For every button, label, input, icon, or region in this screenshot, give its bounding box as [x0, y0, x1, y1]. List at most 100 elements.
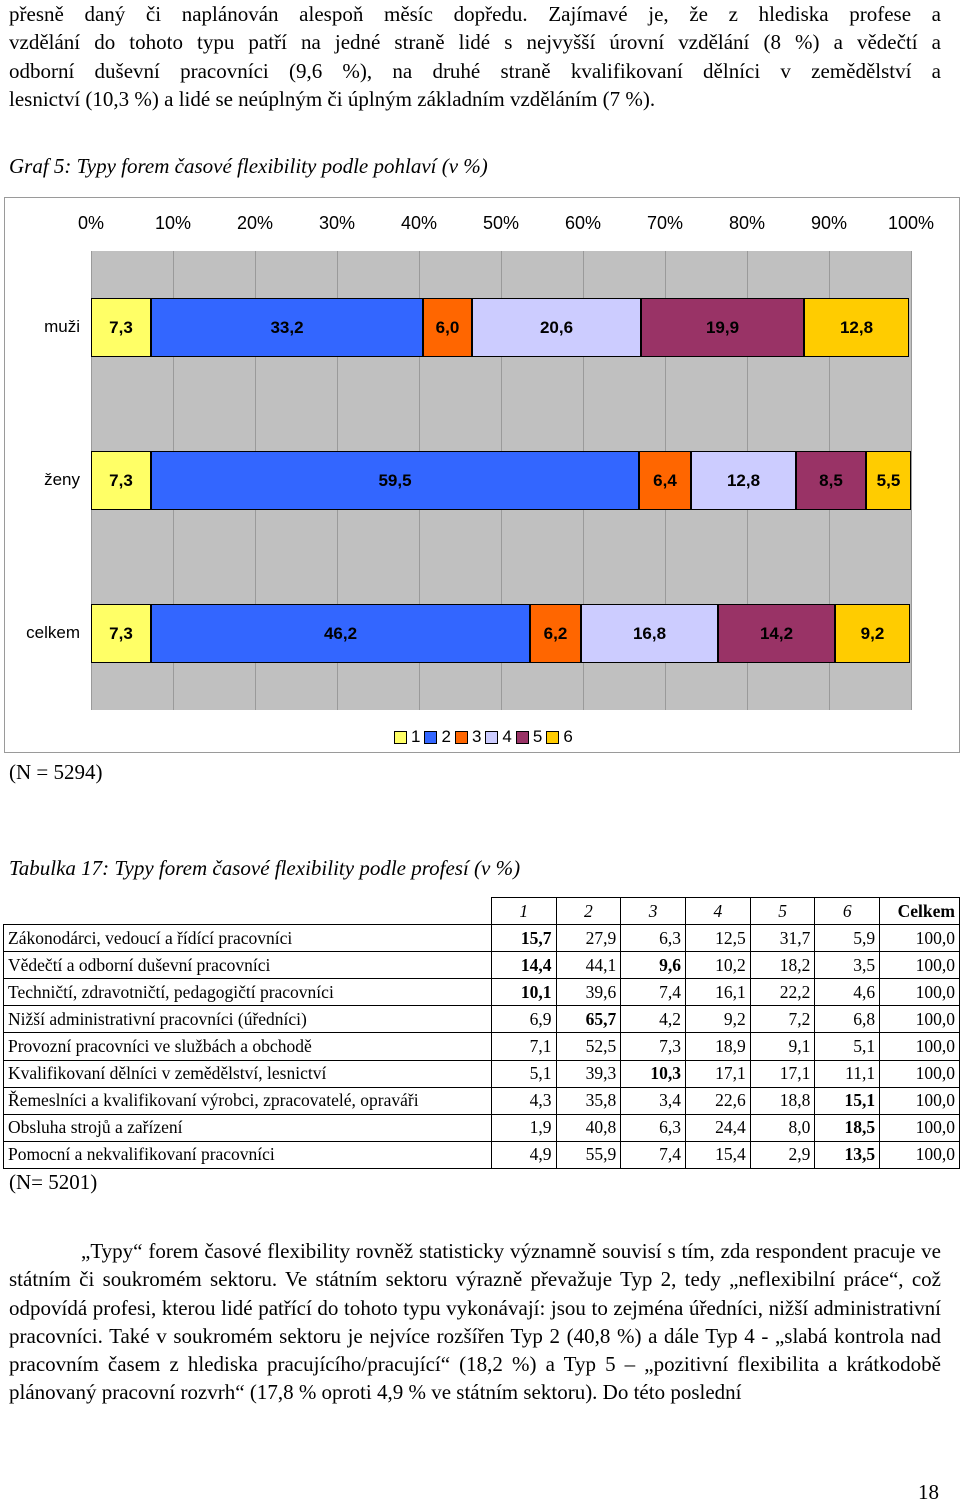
legend-item: 4	[485, 727, 512, 747]
table-cell: 17,1	[684, 1059, 751, 1088]
legend-item: 2	[424, 727, 451, 747]
table-row: Nižší administrativní pracovníci (úřední…	[3, 1005, 960, 1034]
intro-line: lesnictví (10,3 %) a lidé se neúplným či…	[9, 86, 656, 111]
bar-segment: 7,3	[91, 298, 151, 357]
table-cell: 6,9	[490, 1005, 557, 1034]
bar-segment: 14,2	[718, 604, 835, 663]
x-tick-label: 90%	[810, 213, 848, 233]
table-cell-total: 100,0	[879, 1140, 960, 1169]
bar-data-label: 5,5	[876, 470, 901, 490]
x-tick-label: 20%	[236, 213, 274, 233]
bar-segment: 46,2	[151, 604, 530, 663]
table-cell: 3,5	[814, 951, 881, 980]
table-cell: 4,3	[490, 1086, 557, 1115]
table-note: (N= 5201)	[9, 1170, 98, 1194]
legend-label: 4	[502, 727, 512, 746]
table-row: Vědečtí a odborní duševní pracovníci 14,4…	[3, 951, 960, 980]
bar-segment: 6,0	[423, 298, 472, 357]
table-header: 2	[555, 896, 622, 926]
x-tick-label: 40%	[400, 213, 438, 233]
table-cell: 24,4	[684, 1113, 751, 1142]
bar-segment: 7,3	[91, 451, 151, 510]
table-cell: 16,1	[684, 978, 751, 1007]
table-cell-total: 100,0	[879, 1086, 960, 1115]
bar-data-label: 7,3	[109, 470, 133, 490]
legend-swatch	[515, 730, 529, 744]
bar-segment: 33,2	[151, 298, 423, 357]
legend-swatch	[454, 730, 468, 744]
table-cell-total: 100,0	[879, 951, 960, 980]
legend-item: 3	[454, 727, 482, 747]
bar-data-label: 12,8	[726, 470, 761, 490]
table-header: 3	[620, 896, 686, 926]
closing-paragraph: „Typy“ forem časové flexibility rovněž s…	[9, 1237, 941, 1407]
category-label: celkem	[26, 623, 80, 642]
table-cell: 4,9	[490, 1140, 557, 1169]
bar-data-label: 59,5	[378, 470, 412, 490]
bar-segment: 19,9	[641, 298, 804, 357]
bar-segment: 5,5	[866, 451, 911, 510]
table-row: Kvalifikovaní dělníci v zemědělství, les…	[3, 1059, 960, 1088]
table-cell: 39,3	[555, 1059, 622, 1088]
table-row: Provozní pracovníci ve službách a obchod…	[3, 1032, 960, 1061]
table-cell: 6,3	[620, 1113, 686, 1142]
table-cell: 31,7	[749, 924, 816, 953]
bar-segment: 9,2	[835, 604, 910, 663]
table-cell: 14,4	[490, 951, 557, 980]
table-cell: 65,7	[555, 1005, 622, 1034]
table-cell: 5,9	[814, 924, 881, 953]
table-row: Obsluha strojů a zařízení 1,9 40,8 6,3 24,4 8…	[3, 1113, 960, 1142]
bar-data-label: 19,9	[705, 317, 740, 337]
bar-data-label: 14,2	[759, 623, 794, 643]
intro-line: přesně daný či naplánován alespoň měsíc …	[9, 2, 941, 26]
bar-segment: 12,8	[691, 451, 796, 510]
table-row-label: Kvalifikovaní dělníci v zemědělství, les…	[3, 1059, 492, 1088]
legend-swatch	[485, 730, 499, 744]
table-header-total: Celkem	[879, 896, 960, 926]
bar-segment: 20,6	[472, 298, 641, 357]
bar-data-label: 33,2	[270, 317, 304, 337]
legend-swatch	[394, 730, 407, 744]
table-cell: 5,1	[490, 1059, 557, 1088]
table-cell: 15,7	[490, 924, 557, 953]
legend-label: 3	[471, 727, 482, 746]
bar-segment: 16,8	[581, 604, 718, 663]
bar-data-label: 12,8	[839, 317, 874, 337]
legend-label: 6	[563, 727, 573, 746]
table-cell: 15,4	[684, 1140, 751, 1169]
bar-data-label: 8,5	[819, 470, 843, 490]
table-cell: 7,4	[620, 978, 686, 1007]
table-header: 4	[684, 896, 751, 926]
table-cell: 7,4	[620, 1140, 686, 1169]
table-cell-total: 100,0	[879, 1005, 960, 1034]
bar-data-label: 6,0	[435, 317, 460, 337]
table-cell: 22,6	[684, 1086, 751, 1115]
intro-line: vzdělání do tohoto typu patří na jedné s…	[9, 30, 941, 55]
table-row: Zákonodárci, vedoucí a řídící pracovníci…	[3, 924, 960, 953]
table-cell: 18,9	[684, 1032, 751, 1061]
table-cell: 7,3	[620, 1032, 686, 1061]
table-cell: 35,8	[555, 1086, 622, 1115]
bar-data-label: 6,2	[543, 623, 568, 643]
table-cell: 4,6	[814, 978, 881, 1007]
table-cell: 15,1	[814, 1086, 881, 1115]
table-cell: 10,3	[620, 1059, 686, 1088]
profession-table: 1 2 3 4 5 6 Celkem Zákonodárci, vedoucí …	[3, 896, 960, 1169]
table-cell: 22,2	[749, 978, 816, 1007]
legend-item: 1	[394, 727, 420, 747]
bar-segment: 8,5	[796, 451, 866, 510]
x-tick-label: 30%	[318, 213, 356, 233]
bar-data-label: 16,8	[632, 623, 667, 643]
bar-segment: 6,2	[530, 604, 581, 663]
x-tick-label: 50%	[482, 213, 520, 233]
table-cell: 10,2	[684, 951, 751, 980]
table-cell: 9,1	[749, 1032, 816, 1061]
intro-paragraph: přesně daný či naplánován alespoň měsíc …	[9, 0, 941, 113]
table-cell: 39,6	[555, 978, 622, 1007]
table-cell: 52,5	[555, 1032, 622, 1061]
table-header: 5	[749, 896, 816, 926]
bar-data-label: 7,3	[109, 317, 133, 337]
table-row-label: Nižší administrativní pracovníci (úřední…	[3, 1005, 492, 1034]
x-tick-label: 60%	[564, 213, 602, 233]
legend-swatch	[546, 730, 560, 744]
